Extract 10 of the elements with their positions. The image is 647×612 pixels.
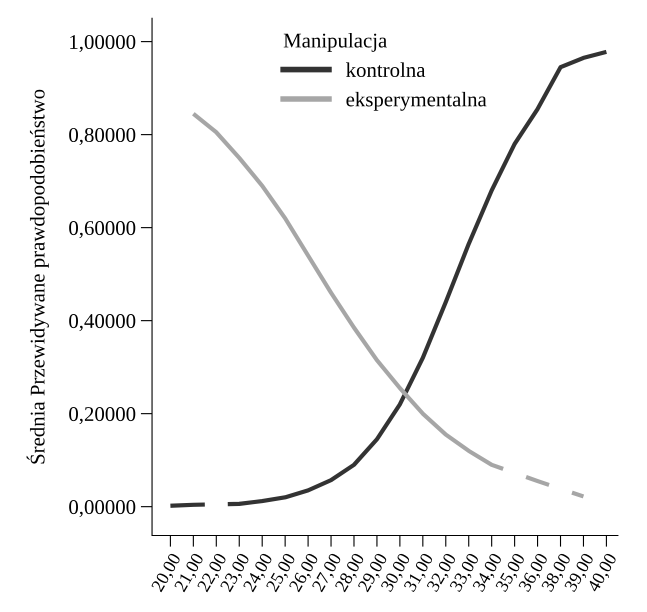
y-tick-label: 1,00000	[70, 34, 136, 52]
y-axis-title: Średnia Przewidywane prawdopodobieństwo	[26, 90, 49, 464]
y-tick-label: 0,00000	[69, 500, 136, 518]
y-tick-label: 0,60000	[69, 221, 136, 238]
y-tick-label: 0,80000	[69, 128, 136, 146]
y-tick-label: 0,40000	[69, 314, 136, 332]
legend-label: kontrolna	[346, 62, 426, 78]
legend-title: Manipulacja	[284, 32, 387, 52]
legend-label: eksperymentalna	[346, 92, 486, 111]
y-tick-label: 0,20000	[69, 407, 136, 424]
